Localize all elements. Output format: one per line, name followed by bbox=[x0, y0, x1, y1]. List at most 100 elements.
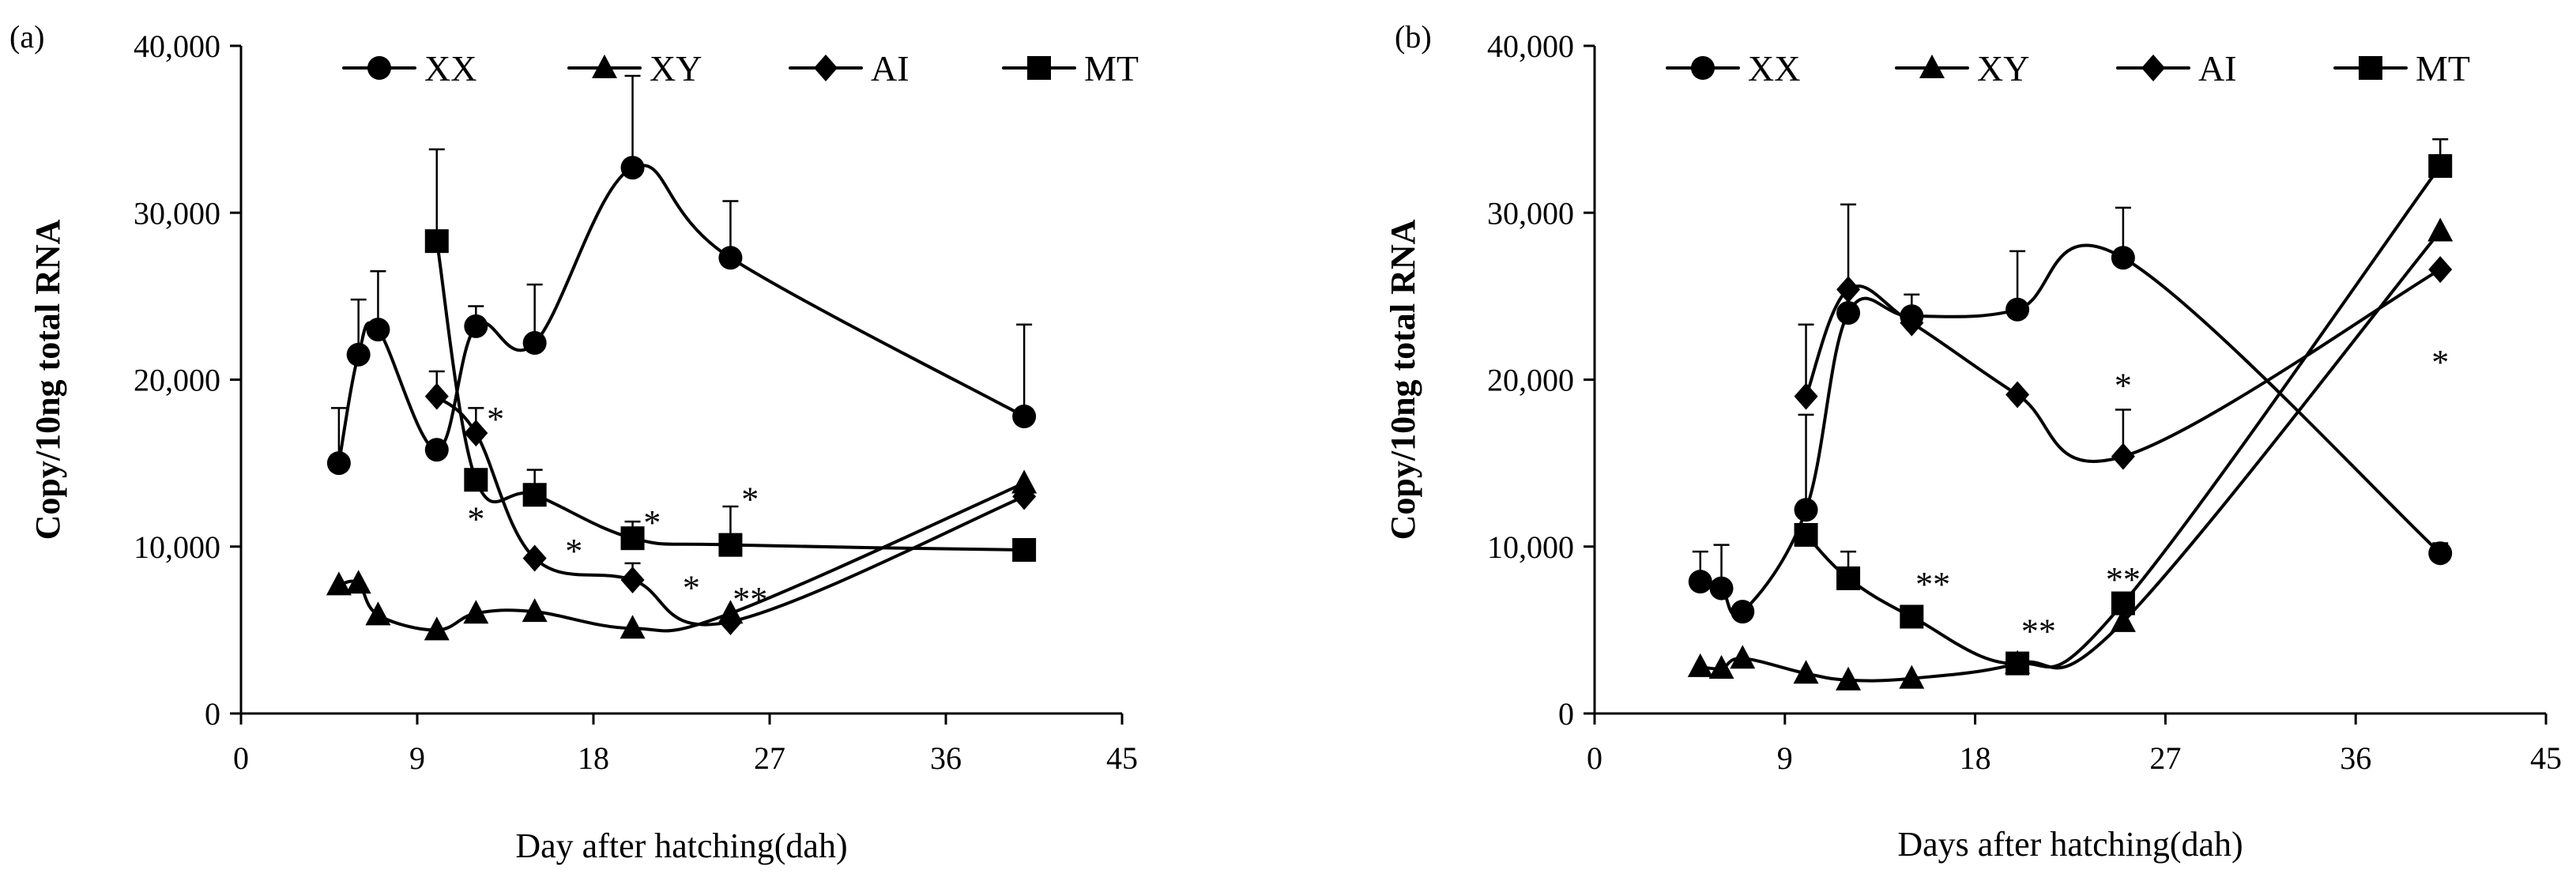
legend-marker bbox=[367, 56, 391, 80]
significance-marker: * bbox=[565, 532, 582, 570]
data-point-xx bbox=[718, 246, 743, 270]
data-point-xx bbox=[2005, 297, 2030, 322]
data-point-ai bbox=[464, 420, 488, 447]
data-point-mt bbox=[522, 483, 547, 507]
data-point-xy bbox=[620, 615, 646, 639]
data-point-mt bbox=[620, 526, 645, 551]
data-point-mt bbox=[2005, 651, 2030, 676]
y-tick-label: 20,000 bbox=[134, 363, 220, 398]
legend-label: XX bbox=[1748, 48, 1800, 88]
data-point-xx bbox=[464, 314, 488, 338]
data-point-xy bbox=[365, 601, 391, 626]
significance-marker: * bbox=[2115, 367, 2132, 405]
data-point-xx bbox=[1012, 404, 1037, 428]
y-tick-label: 30,000 bbox=[1487, 195, 1574, 231]
series-mt bbox=[424, 148, 1037, 562]
data-point-xy bbox=[2110, 608, 2136, 632]
legend-label: XY bbox=[650, 48, 702, 88]
series-xy bbox=[326, 469, 1038, 641]
significance-marker: * bbox=[741, 480, 759, 518]
x-tick-label: 45 bbox=[2530, 740, 2562, 776]
significance-marker: ** bbox=[2021, 612, 2056, 650]
data-point-ai bbox=[1794, 382, 1818, 410]
series-xx bbox=[326, 74, 1037, 476]
legend-item-xx: XX bbox=[1666, 48, 1800, 88]
y-tick-label: 10,000 bbox=[1487, 529, 1574, 565]
data-point-xy bbox=[463, 600, 489, 624]
data-point-mt bbox=[1836, 566, 1861, 590]
legend-label: MT bbox=[1084, 48, 1139, 88]
data-point-xx bbox=[522, 331, 547, 356]
x-tick-label: 9 bbox=[409, 740, 425, 776]
significance-marker: ** bbox=[733, 580, 767, 619]
y-tick-label: 40,000 bbox=[1487, 28, 1574, 64]
data-point-ai bbox=[2005, 381, 2030, 408]
data-point-xy bbox=[1730, 645, 1756, 669]
x-tick-label: 0 bbox=[1587, 740, 1602, 776]
data-point-ai bbox=[2428, 256, 2453, 284]
data-point-xy bbox=[1687, 653, 1713, 677]
legend-item-xy: XY bbox=[1895, 48, 2029, 88]
x-tick-label: 18 bbox=[578, 740, 609, 776]
legend-label: MT bbox=[2416, 48, 2470, 88]
significance-marker: * bbox=[683, 568, 700, 607]
legend-marker bbox=[592, 55, 617, 78]
y-axis-title: Copy/10ng total RNA bbox=[28, 219, 67, 540]
x-tick-label: 36 bbox=[930, 740, 962, 776]
legend-item-xx: XX bbox=[342, 48, 476, 88]
x-tick-label: 27 bbox=[2149, 740, 2181, 776]
y-tick-label: 0 bbox=[205, 696, 220, 732]
series-line-xy bbox=[337, 481, 1026, 633]
series-line-mt bbox=[435, 239, 1026, 552]
x-tick-label: 27 bbox=[754, 740, 785, 776]
data-point-xx bbox=[346, 342, 371, 367]
legend-marker bbox=[1027, 56, 1051, 80]
panel-label: (a) bbox=[9, 19, 44, 55]
significance-marker: * bbox=[2431, 343, 2449, 382]
y-tick-label: 10,000 bbox=[134, 529, 220, 565]
data-point-xx bbox=[2111, 246, 2135, 270]
x-tick-label: 36 bbox=[2340, 740, 2371, 776]
x-tick-label: 0 bbox=[233, 740, 249, 776]
data-point-mt bbox=[1794, 522, 1818, 547]
legend-label: XY bbox=[1977, 48, 2029, 88]
legend-item-mt: MT bbox=[1002, 48, 1139, 88]
legend-item-mt: MT bbox=[2333, 48, 2470, 88]
significance-marker: * bbox=[643, 503, 661, 542]
panel-label: (b) bbox=[1395, 19, 1432, 55]
legend-marker bbox=[814, 55, 838, 81]
chart-panel-a: (a) 0 10,000 20,000 30,000 40,000 0 9 18 27 36 45 Da… bbox=[9, 19, 1139, 865]
x-axis-title: Days after hatching(dah) bbox=[1897, 825, 2243, 864]
series-ai bbox=[1794, 256, 2453, 470]
series-line-mt bbox=[1804, 164, 2442, 669]
data-point-xx bbox=[1688, 570, 1712, 594]
data-point-xx bbox=[1836, 301, 1861, 325]
data-point-xy bbox=[2427, 217, 2454, 242]
data-point-xx bbox=[1731, 600, 1755, 624]
legend-marker bbox=[1919, 55, 1945, 78]
y-tick-label: 0 bbox=[1558, 696, 1574, 732]
data-point-ai bbox=[424, 382, 449, 410]
data-point-xx bbox=[326, 451, 351, 476]
data-point-xy bbox=[424, 616, 450, 641]
legend-marker bbox=[2141, 55, 2165, 81]
series-xy bbox=[1687, 217, 2454, 691]
series-line-xx bbox=[337, 164, 1026, 465]
x-tick-label: 18 bbox=[1960, 740, 1991, 776]
legend-marker bbox=[1691, 56, 1715, 80]
series-line-xx bbox=[1698, 243, 2442, 617]
data-point-xy bbox=[1011, 469, 1038, 494]
data-point-xy bbox=[1708, 654, 1734, 679]
legend-item-xy: XY bbox=[567, 48, 702, 88]
data-point-xy bbox=[1793, 660, 1819, 684]
data-point-xx bbox=[1709, 576, 1734, 601]
y-tick-label: 40,000 bbox=[134, 28, 220, 64]
data-point-xx bbox=[1794, 498, 1818, 522]
y-tick-label: 20,000 bbox=[1487, 363, 1574, 398]
data-point-ai bbox=[1012, 483, 1037, 510]
series-xx bbox=[1688, 203, 2453, 624]
data-point-ai bbox=[620, 567, 645, 593]
data-point-ai bbox=[1836, 276, 1861, 303]
data-point-xx bbox=[366, 318, 390, 342]
series-ai bbox=[424, 370, 1037, 635]
